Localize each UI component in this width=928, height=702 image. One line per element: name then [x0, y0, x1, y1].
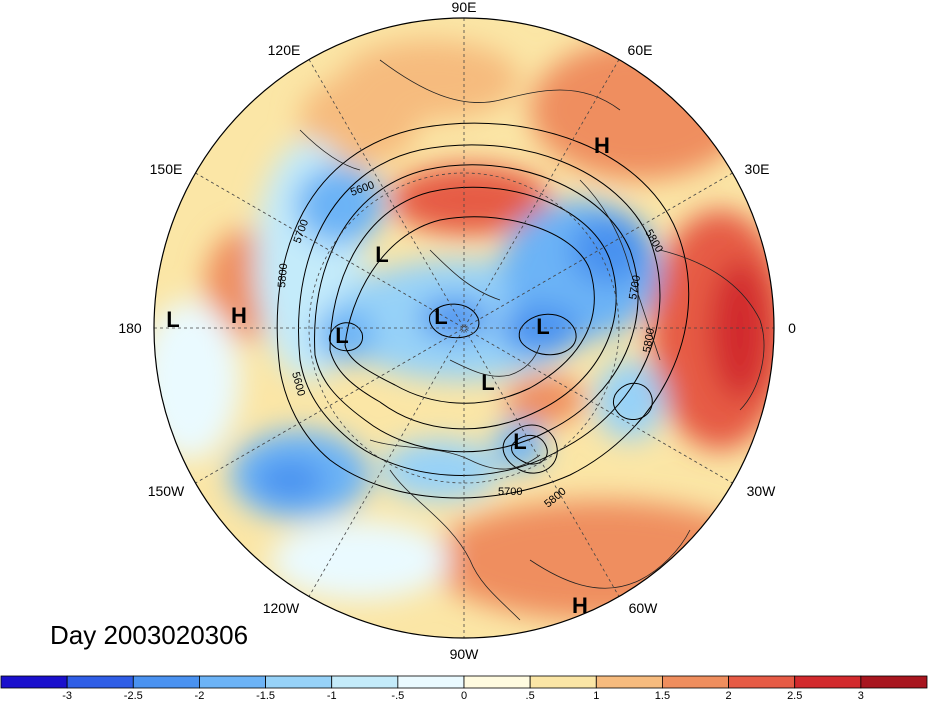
anomaly-field: [154, 18, 774, 638]
low-pressure-marker: L: [481, 370, 494, 395]
colorbar-swatch: [331, 675, 399, 689]
low-pressure-marker: L: [166, 307, 179, 332]
colorbar-tick-label: -.5: [391, 690, 404, 702]
graticule: [154, 18, 774, 638]
low-pressure-marker: L: [335, 323, 348, 348]
contour-label: 5800: [276, 263, 290, 288]
colorbar-tick-label: -1.5: [256, 690, 275, 702]
contour-label: 5800: [641, 327, 657, 353]
contour-label: 5700: [498, 486, 522, 498]
colorbar-swatch: [529, 675, 597, 689]
map-boundary: [153, 17, 775, 639]
colorbar-tick-label: 1: [593, 690, 599, 702]
lon-label-120w: 120W: [263, 600, 300, 616]
colorbar-tick-label: -2.5: [124, 690, 143, 702]
colorbar-swatch: [463, 675, 531, 689]
colorbar-tick-label: 3: [858, 690, 864, 702]
lon-label-150e: 150E: [150, 161, 183, 177]
colorbar-swatch: [860, 675, 928, 689]
low-pressure-marker: L: [536, 314, 549, 339]
colorbar-tick-label: 0: [461, 690, 467, 702]
colorbar-tick-label: .5: [526, 690, 535, 702]
height-contours: [276, 122, 690, 499]
low-pressure-marker: L: [513, 429, 526, 454]
lon-label-120e: 120E: [268, 42, 301, 58]
colorbar-tick-label: 1.5: [655, 690, 670, 702]
colorbar-swatch: [265, 675, 333, 689]
colorbar: -3 -2.5 -2 -1.5 -1 -.5 0 .5 1 1.5 2 2.5 3: [0, 675, 928, 702]
longitude-labels: 90E 60E 30E 0 30W 60W 90W 120W 150W 180 …: [118, 0, 796, 662]
low-pressure-marker: L: [434, 304, 447, 329]
high-pressure-marker: H: [594, 133, 610, 158]
lon-label-90e: 90E: [452, 0, 477, 15]
pressure-systems: H H H L L L L L L L: [166, 133, 610, 618]
low-pressure-marker: L: [375, 242, 388, 267]
colorbar-swatch: [794, 675, 862, 689]
colorbar-swatch: [0, 675, 68, 689]
high-pressure-marker: H: [572, 593, 588, 618]
colorbar-swatch: [595, 675, 663, 689]
lon-label-60e: 60E: [628, 42, 653, 58]
colorbar-swatch: [132, 675, 200, 689]
colorbar-tick-label: 2.5: [787, 690, 802, 702]
high-pressure-marker: H: [231, 303, 247, 328]
colorbar-swatch: [199, 675, 266, 689]
colorbar-tick-label: 2: [726, 690, 732, 702]
map-title: Day 2003020306: [50, 620, 249, 650]
colorbar-swatch: [397, 675, 465, 689]
lon-label-180: 180: [118, 320, 142, 336]
lon-label-150w: 150W: [148, 483, 185, 499]
colorbar-tick-label: -3: [62, 690, 72, 702]
lon-label-90w: 90W: [450, 646, 480, 662]
contour-labels: 5600 5700 5800 5600 5800 5700 5800 5700 …: [276, 179, 665, 510]
colorbar-tick-label: -1: [327, 690, 337, 702]
colorbar-swatch: [662, 675, 729, 689]
coastlines: [299, 59, 765, 621]
contour-label: 5700: [627, 274, 643, 300]
lon-label-30e: 30E: [745, 161, 770, 177]
colorbar-swatch: [728, 675, 796, 689]
colorbar-tick-label: -2: [195, 690, 205, 702]
lon-label-60w: 60W: [629, 600, 659, 616]
lon-label-0: 0: [788, 320, 796, 336]
colorbar-swatch: [66, 675, 134, 689]
lon-label-30w: 30W: [747, 483, 777, 499]
